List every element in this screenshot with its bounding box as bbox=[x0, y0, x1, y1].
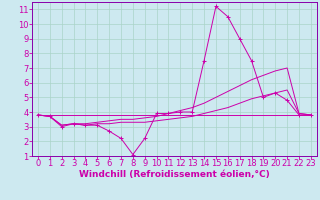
X-axis label: Windchill (Refroidissement éolien,°C): Windchill (Refroidissement éolien,°C) bbox=[79, 170, 270, 179]
